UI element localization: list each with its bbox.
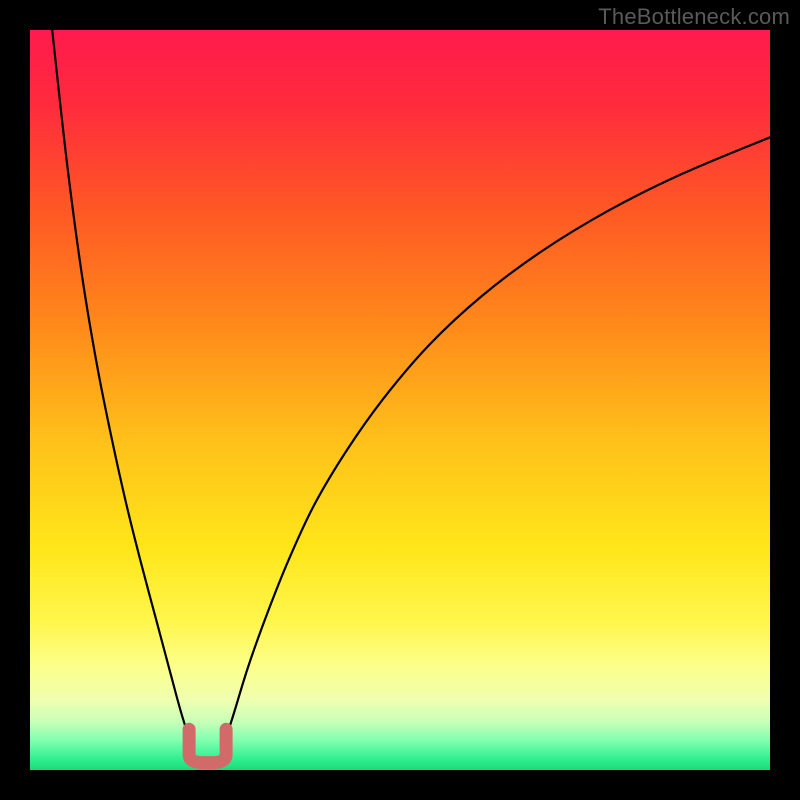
plot-svg — [30, 30, 770, 770]
figure-outer: TheBottleneck.com — [0, 0, 800, 800]
plot-area — [30, 30, 770, 770]
gradient-background — [30, 30, 770, 770]
watermark-text: TheBottleneck.com — [598, 4, 790, 30]
